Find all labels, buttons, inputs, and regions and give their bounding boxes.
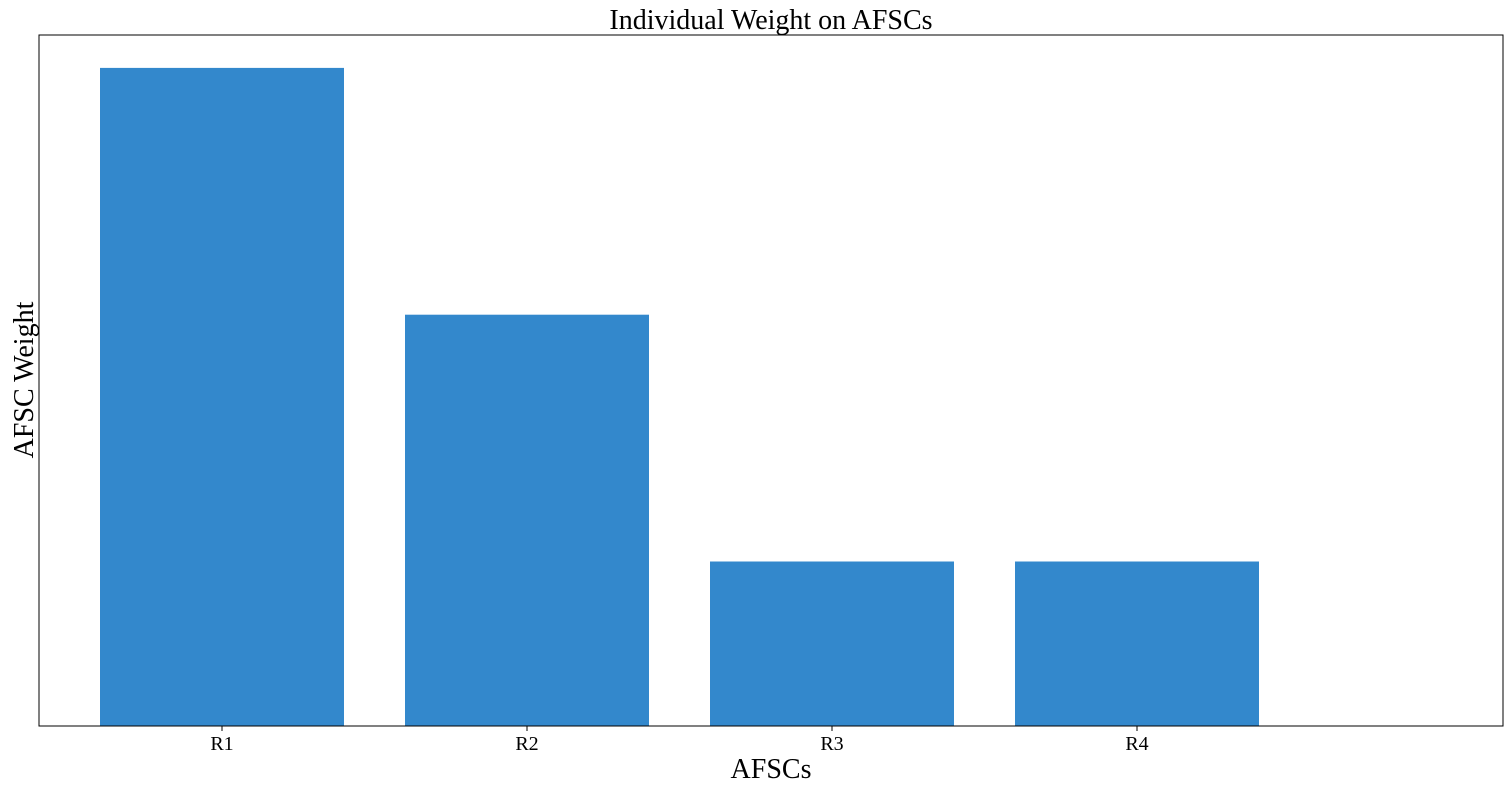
plot-frame — [38, 34, 1504, 727]
x-tick-label: R4 — [1125, 733, 1148, 755]
y-axis-label: AFSC Weight — [9, 301, 40, 458]
bar-r3 — [710, 561, 954, 726]
x-tick-labels: R1 R2 R3 R4 — [210, 726, 1149, 755]
bar-r4 — [1015, 561, 1259, 726]
x-tick-label: R3 — [820, 733, 843, 755]
x-tick-label: R1 — [210, 733, 233, 755]
x-tick-label: R2 — [515, 733, 538, 755]
bar-r1 — [100, 67, 344, 726]
chart-title: Individual Weight on AFSCs — [609, 5, 932, 36]
bars-layer — [100, 67, 1259, 726]
bar-r2 — [405, 314, 649, 726]
x-axis-label: AFSCs — [731, 754, 812, 785]
